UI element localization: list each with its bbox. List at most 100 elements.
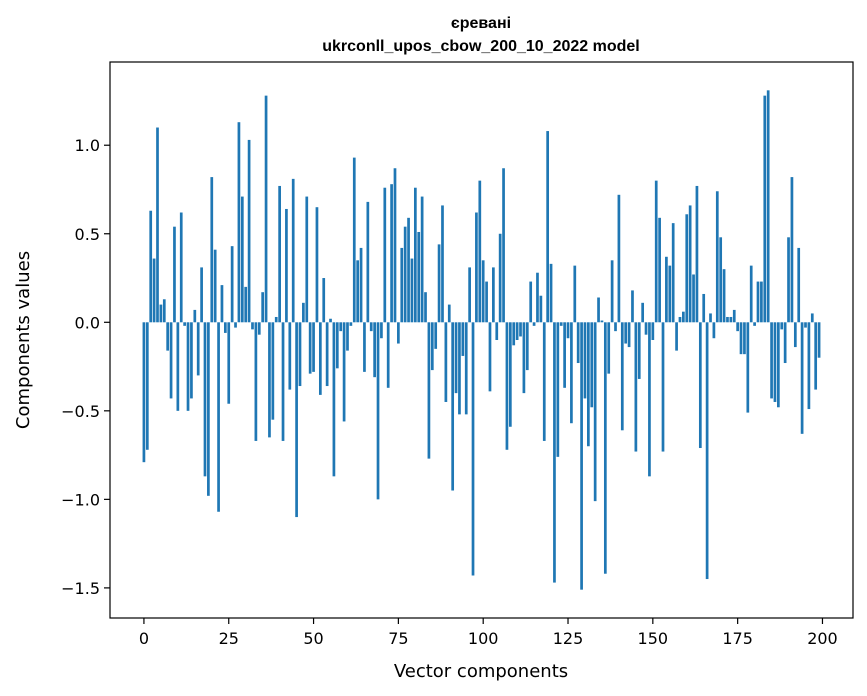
bar-178: [746, 322, 750, 413]
bar-90: [447, 304, 451, 323]
bar-132: [590, 322, 594, 408]
bar-4: [156, 127, 159, 323]
x-axis-ticks: 0 25 50 75 100 125 150 175 200: [139, 618, 838, 648]
bar-150: [651, 322, 655, 340]
bar-50: [312, 322, 315, 372]
bar-68: [373, 322, 376, 378]
x-tick-label: 125: [553, 629, 584, 648]
bar-22: [217, 322, 220, 512]
bar-61: [349, 322, 353, 326]
bar-40: [278, 185, 281, 323]
bar-175: [736, 322, 739, 332]
bar-21: [213, 249, 217, 323]
bar-183: [763, 95, 767, 323]
bar-187: [777, 322, 780, 408]
bar-141: [620, 322, 624, 431]
bar-20: [210, 177, 214, 323]
y-tick-label: −1.0: [61, 490, 100, 509]
bar-2: [149, 210, 153, 323]
bar-32: [251, 322, 254, 330]
x-tick-label: 75: [388, 629, 408, 648]
bar-73: [390, 184, 393, 323]
bar-181: [756, 281, 760, 323]
bar-149: [648, 322, 651, 477]
bar-109: [512, 322, 516, 346]
bar-144: [631, 290, 634, 323]
bar-86: [434, 322, 438, 349]
y-axis-label: Components values: [13, 251, 34, 429]
bar-67: [369, 322, 373, 332]
bar-173: [729, 316, 733, 323]
bar-46: [298, 322, 302, 387]
bar-11: [179, 212, 183, 323]
bar-104: [495, 322, 499, 340]
bar-121: [553, 322, 556, 583]
bar-65: [363, 322, 366, 372]
bar-57: [335, 322, 339, 369]
bar-116: [536, 272, 539, 323]
x-tick-label: 50: [303, 629, 323, 648]
bar-177: [743, 322, 746, 355]
bar-12: [183, 322, 186, 326]
y-tick-label: 0.5: [75, 225, 100, 244]
bar-29: [240, 196, 244, 323]
bar-198: [814, 322, 818, 390]
bar-136: [603, 322, 607, 574]
y-tick-label: 1.0: [75, 136, 100, 155]
bar-47: [302, 302, 305, 323]
bar-74: [393, 168, 397, 323]
bar-155: [668, 265, 672, 323]
bar-79: [410, 258, 414, 323]
chart-title-line1: єревані: [451, 15, 511, 32]
bar-167: [709, 313, 712, 323]
bar-9: [173, 226, 176, 323]
bar-52: [318, 322, 322, 395]
bar-111: [519, 322, 522, 337]
bar-16: [196, 322, 200, 376]
bar-8: [169, 322, 173, 399]
bar-142: [624, 322, 628, 344]
x-tick-label: 25: [219, 629, 239, 648]
bar-134: [597, 297, 600, 323]
x-tick-label: 200: [807, 629, 838, 648]
bar-117: [539, 295, 543, 323]
y-tick-label: −0.5: [61, 402, 100, 421]
bar-43: [288, 322, 292, 390]
bar-6: [162, 299, 166, 323]
bar-62: [352, 157, 356, 323]
bar-55: [329, 318, 332, 323]
bar-137: [607, 322, 611, 374]
bar-26: [230, 246, 234, 323]
bar-81: [417, 231, 421, 323]
bar-160: [685, 214, 689, 323]
bar-105: [498, 233, 502, 323]
bar-147: [641, 302, 645, 323]
bar-180: [753, 322, 756, 326]
bar-196: [807, 322, 811, 410]
bar-37: [268, 322, 271, 438]
bar-127: [573, 265, 577, 323]
bar-112: [522, 322, 526, 394]
bar-195: [804, 322, 807, 328]
bar-91: [451, 322, 455, 491]
bar-185: [770, 322, 773, 399]
bar-33: [254, 322, 258, 441]
bar-188: [780, 322, 784, 330]
bar-5: [159, 304, 163, 323]
x-tick-label: 175: [722, 629, 753, 648]
y-axis-ticks: 1.0 0.5 0.0 −0.5 −1.0 −1.5: [61, 136, 110, 598]
bar-113: [525, 322, 529, 371]
bar-159: [682, 311, 685, 323]
bar-122: [556, 322, 560, 457]
chart-title-line2: ukrconll_upos_cbow_200_10_2022 model: [322, 38, 639, 55]
bar-168: [712, 322, 716, 339]
bar-156: [671, 223, 675, 323]
bar-1: [145, 322, 149, 450]
bar-110: [515, 322, 519, 340]
bar-197: [810, 313, 814, 323]
bar-102: [488, 322, 492, 392]
bar-34: [257, 322, 261, 335]
bar-25: [227, 322, 231, 404]
bar-87: [437, 244, 441, 323]
bar-100: [481, 260, 485, 323]
